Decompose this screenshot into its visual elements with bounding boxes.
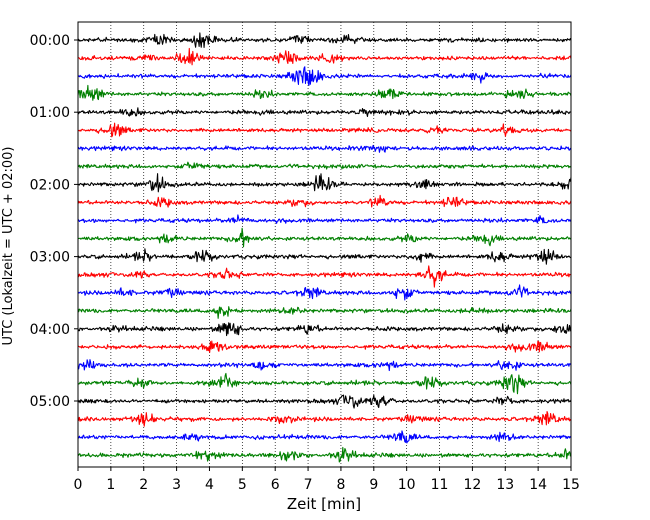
trace-7 (77, 161, 572, 170)
trace-23 (77, 446, 572, 463)
x-tick-label: 10 (398, 477, 416, 493)
x-tick-label: 7 (304, 477, 313, 493)
x-tick-label: 1 (106, 477, 115, 493)
trace-18 (77, 359, 572, 372)
y-tick-label: 05:00 (30, 394, 70, 410)
trace-11 (77, 227, 572, 248)
trace-4 (77, 107, 572, 117)
x-tick-label: 15 (562, 477, 580, 493)
x-tick-label: 6 (271, 477, 280, 493)
trace-12 (77, 248, 572, 265)
trace-8 (77, 173, 572, 193)
y-axis-label: UTC (Lokalzeit = UTC + 02:00) (1, 147, 16, 346)
x-tick-label: 4 (205, 477, 214, 493)
y-tick-label: 03:00 (30, 250, 70, 266)
trace-15 (77, 306, 572, 319)
x-tick-label: 0 (74, 477, 83, 493)
x-axis-label: Zeit [min] (287, 495, 361, 513)
trace-19 (77, 372, 572, 395)
x-tick-label: 3 (172, 477, 181, 493)
y-tick-label: 00:00 (30, 33, 70, 49)
y-axis-ticks: 00:00 01:00 02:00 03:00 04:00 05:00 (30, 33, 78, 410)
x-tick-label: 12 (463, 477, 481, 493)
trace-22 (77, 430, 572, 444)
trace-5 (77, 122, 572, 138)
trace-1 (77, 47, 572, 66)
trace-21 (77, 411, 572, 427)
trace-0 (77, 32, 572, 49)
x-tick-label: 5 (238, 477, 247, 493)
x-tick-label: 2 (139, 477, 148, 493)
grid-lines (110, 22, 539, 467)
x-tick-label: 9 (369, 477, 378, 493)
seismic-traces (77, 32, 572, 463)
trace-9 (77, 194, 572, 208)
x-tick-label: 13 (496, 477, 514, 493)
trace-16 (77, 322, 572, 337)
x-tick-label: 14 (529, 477, 547, 493)
trace-17 (77, 340, 572, 353)
y-tick-label: 02:00 (30, 177, 70, 193)
x-tick-label: 11 (431, 477, 449, 493)
trace-2 (77, 66, 572, 86)
trace-3 (77, 84, 572, 101)
y-tick-label: 01:00 (30, 105, 70, 121)
x-tick-label: 8 (336, 477, 345, 493)
trace-6 (77, 144, 572, 153)
trace-20 (77, 394, 572, 409)
trace-10 (77, 214, 572, 224)
x-axis-ticks: 0 1 2 3 4 5 6 7 8 9 10 11 12 13 14 15 (74, 467, 580, 493)
plot-frame (77, 21, 572, 468)
y-tick-label: 04:00 (30, 322, 70, 338)
trace-13 (77, 265, 572, 288)
trace-14 (77, 284, 572, 301)
